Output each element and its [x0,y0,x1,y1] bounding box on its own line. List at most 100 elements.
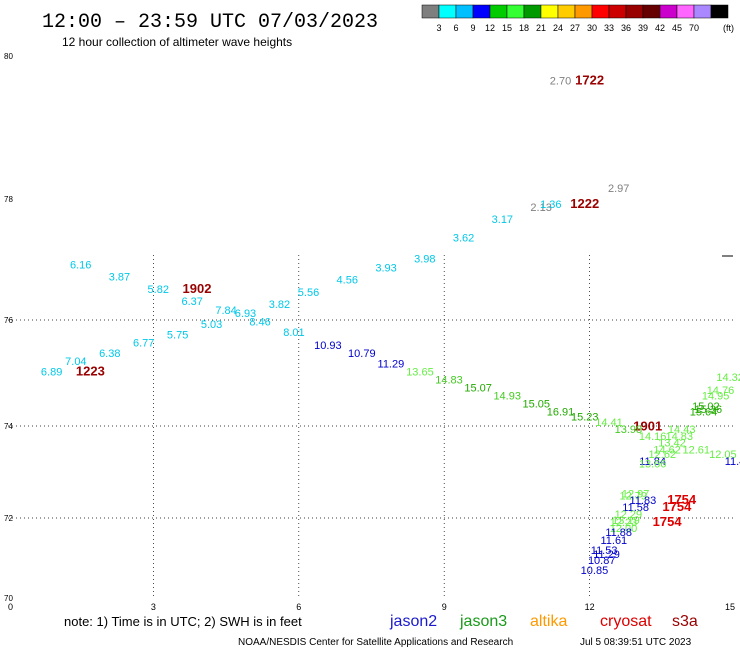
wave-height-label: 14.41 [595,417,623,429]
satellite-legend-item: jason3 [459,613,507,630]
data-points: 2.70 1722 2.97 2.131.36 1222 3.17 3.62 3.98 3.93… [41,73,740,577]
wave-height-label: 11.53 [591,545,618,557]
wave-height-label: 14.93 [493,391,521,403]
y-tick-label: 74 [4,422,13,431]
pass-time-label: 1754 [667,492,697,507]
wave-height-label: 11.58 [622,502,649,514]
wave-height-label: 3.62 [453,232,474,244]
colorbar-swatch [693,4,712,19]
wave-height-label: 4.56 [337,275,358,287]
x-tick-label: 15 [725,602,735,612]
wave-height-label: 7.04 [65,356,86,368]
colorbar-label: 30 [587,23,597,33]
wave-height-label: 15.23 [571,412,599,424]
wave-height-label: 11.4 [725,456,740,468]
wave-height-label: 3.93 [375,263,396,275]
y-tick-label: 76 [4,316,13,325]
colorbar-swatch [557,4,576,19]
wave-height-label: 15.64 [690,406,718,418]
wave-height-label: 8.46 [249,316,270,328]
pass-time-label: 1901 [633,419,662,434]
colorbar-label: 27 [570,23,580,33]
wave-height-label: 11.61 [600,535,627,547]
wave-height-label: 14.62 [653,445,681,457]
wave-height-label: 14.83 [665,431,693,443]
wave-height-label: 14.32 [716,372,740,384]
colorbar-swatch [710,4,729,19]
wave-height-label: 14.43 [668,424,696,436]
wave-height-label: 6.77 [133,338,154,350]
grid-lines [8,255,735,598]
wave-height-label: 6.16 [70,260,91,272]
wave-height-label: 5.82 [148,284,169,296]
wave-height-label: 13.98 [615,424,643,436]
color-scale-bar: 3 6 9 12 15 18 21 24 27 30 33 36 39 42 45 70 (ft) [421,4,734,33]
colorbar-swatch [455,4,474,19]
colorbar-label: 45 [672,23,682,33]
wave-height-label: 11.83 [630,495,657,507]
satellite-legend-item: jason2 [389,613,437,630]
pass-time-label: 1902 [183,281,212,296]
wave-height-label: 15.36 [695,404,723,416]
page-subtitle: 12 hour collection of altimeter wave hei… [62,35,292,49]
colorbar-label: 12 [485,23,495,33]
wave-height-label: 6.93 [235,308,256,320]
colorbar-label: 36 [621,23,631,33]
wave-height-label: 15.02 [692,401,720,413]
colorbar-swatch [506,4,525,19]
wave-height-label: 13.42 [658,438,686,450]
wave-height-label: 12.00 [610,523,638,535]
pass-time-label: 1223 [76,364,105,379]
legend-note: note: 1) Time is in UTC; 2) SWH is in fe… [64,614,302,629]
wave-height-label: 13.66 [639,458,667,470]
x-tick-label: 9 [442,602,447,612]
satellite-legend: jason2 jason3 altika cryosat s3a [389,613,698,630]
wave-height-label: 14.76 [707,385,735,397]
y-tick-label: 72 [4,514,13,523]
wave-height-label: 15.07 [464,383,492,395]
colorbar-swatch [472,4,491,19]
wave-height-label: 12.79 [619,491,647,503]
colorbar-label: 9 [470,23,475,33]
wave-height-label: 3.98 [414,254,435,266]
x-tick-label: 0 [8,602,13,612]
wave-height-label: 12.23 [610,517,638,529]
wave-height-label: 3.82 [269,299,290,311]
wave-height-label: 12.29 [615,509,643,521]
colorbar-swatch [608,4,627,19]
wave-height-label: 11.29 [593,549,620,561]
page-title: 12:00 – 23:59 UTC 07/03/2023 [42,11,378,34]
wave-height-label: 6.38 [99,348,120,360]
colorbar-swatch [676,4,695,19]
colorbar-label: 42 [655,23,665,33]
wave-height-label: 14.16 [639,431,667,443]
wave-height-label: 15.05 [523,398,551,410]
wave-height-label: 14.83 [435,375,463,387]
wave-height-label: 10.93 [314,340,342,352]
colorbar-unit: (ft) [723,23,734,33]
colorbar-swatch [523,4,542,19]
wave-height-label: 14.95 [702,391,730,403]
wave-height-label: 12.62 [649,449,677,461]
colorbar-label: 24 [553,23,563,33]
wave-height-label: 3.87 [109,272,130,284]
satellite-legend-item: altika [530,613,567,630]
colorbar-swatch [625,4,644,19]
colorbar-swatch [421,4,440,19]
wave-height-label: 16.91 [547,406,575,418]
pass-time-label: 1222 [570,196,599,211]
wave-height-label: 10.85 [581,565,609,577]
pass-time-label: 1722 [575,73,604,88]
wave-height-label: 5.03 [201,319,222,331]
wave-height-label: 5.56 [298,287,319,299]
wave-height-label: 5.75 [167,330,188,342]
colorbar-label: 70 [689,23,699,33]
wave-height-label: 2.70 [550,76,571,88]
colorbar-label: 3 [436,23,441,33]
colorbar-swatch [540,4,559,19]
colorbar-label: 39 [638,23,648,33]
wave-height-label: 13.65 [406,367,434,379]
wave-height-label: 12.97 [622,488,650,500]
colorbar-swatch [659,4,678,19]
satellite-legend-item: s3a [672,613,698,630]
